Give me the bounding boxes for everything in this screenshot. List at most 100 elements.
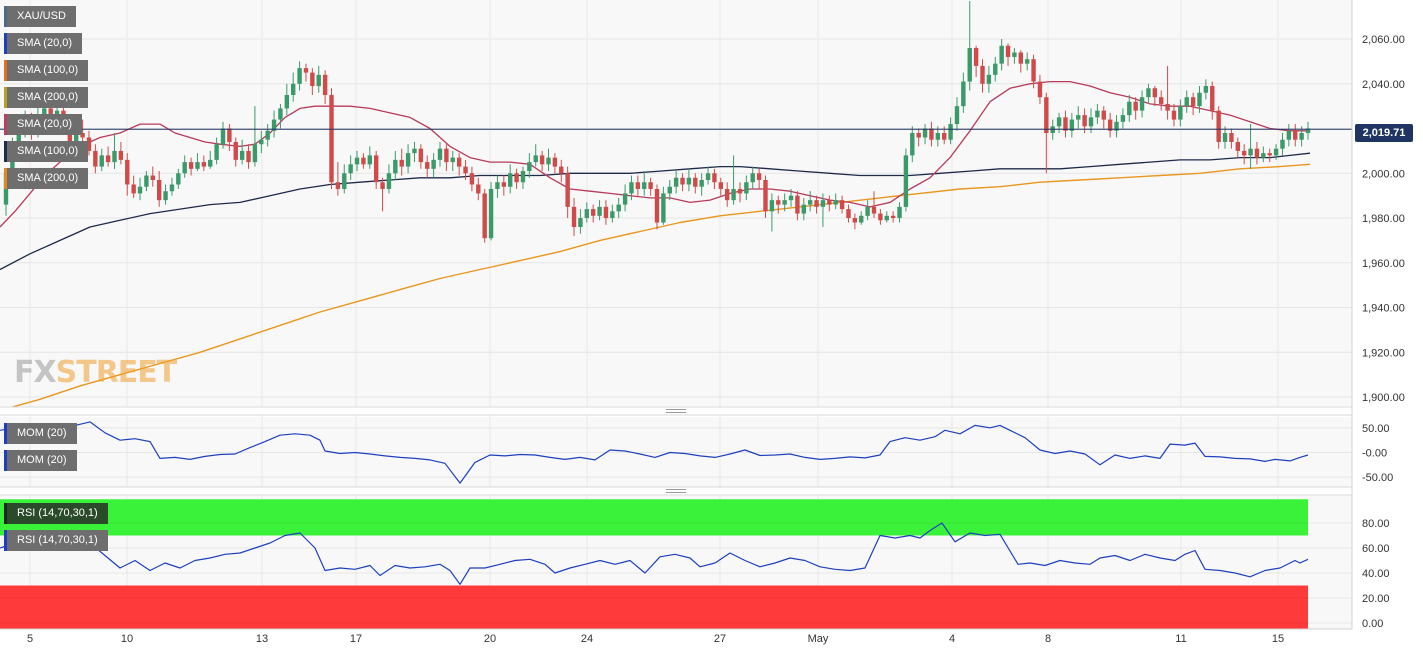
candle-body [865, 206, 870, 216]
candle-body [1012, 52, 1017, 57]
candle-body [195, 162, 200, 169]
candle-body [903, 155, 909, 207]
candle-body [144, 175, 149, 187]
x-tick-label: 24 [581, 633, 593, 645]
legend-rsi-b[interactable]: RSI (14,70,30,1) [4, 530, 108, 551]
candle-body [622, 193, 628, 205]
x-tick-label: 13 [256, 633, 268, 645]
candle-body [559, 166, 564, 174]
candle-body [1069, 119, 1075, 131]
panel-divider [0, 407, 1352, 415]
candle-body [1203, 86, 1209, 93]
candle-body [935, 133, 941, 140]
legend-sma200-b[interactable]: SMA (200,0) [4, 168, 89, 189]
candle-body [1037, 81, 1043, 98]
candle-body [590, 209, 596, 216]
candle-body [1095, 110, 1100, 118]
candle-body [188, 162, 194, 169]
candle-body [635, 182, 641, 189]
candle-body [386, 173, 392, 189]
candle-body [450, 157, 455, 163]
candle-body [539, 155, 545, 165]
candle-body [86, 137, 92, 151]
candle-body [1210, 86, 1215, 111]
candle-body [1190, 97, 1196, 107]
candle-body [833, 200, 838, 205]
legend-sma200-label-b: SMA (200,0) [17, 172, 79, 184]
rsi-overbought-zone [0, 499, 1308, 536]
candle-body [1280, 139, 1285, 149]
candle-body [444, 148, 449, 163]
candle-body [201, 162, 207, 167]
candle-body [112, 150, 117, 163]
legend-sma100-a[interactable]: SMA (100,0) [4, 60, 89, 81]
candle-body [693, 177, 698, 187]
legend-mom-a[interactable]: MOM (20) [4, 423, 77, 444]
x-tick-label: 27 [714, 633, 726, 645]
candle-body [967, 47, 972, 82]
candle-body [156, 180, 162, 201]
candle-body [476, 184, 481, 194]
candle-body [1101, 110, 1106, 120]
candle-body [661, 193, 666, 223]
candle-body [533, 155, 538, 163]
candle-body [1261, 153, 1266, 158]
rsi-y-tick-label: 20.00 [1362, 593, 1390, 605]
candle-body [1241, 150, 1247, 156]
candle-body [954, 106, 960, 125]
candle-body [1222, 133, 1228, 142]
legend-sma20-a[interactable]: SMA (20,0) [4, 33, 83, 54]
candle-body [297, 68, 302, 84]
legend-sma100-b[interactable]: SMA (100,0) [4, 141, 89, 162]
candle-body [322, 74, 328, 95]
candle-body [469, 173, 475, 185]
candle-body [871, 206, 877, 214]
candle-body [980, 65, 985, 84]
candle-body [214, 144, 219, 160]
candle-body [1216, 110, 1221, 142]
candle-body [527, 162, 532, 172]
mom-y-tick-label: -0.00 [1362, 447, 1387, 459]
candle-body [399, 159, 404, 167]
candle-body [973, 47, 979, 66]
candle-body [712, 173, 717, 183]
candle-body [425, 162, 430, 169]
candle-body [1165, 103, 1170, 111]
candle-body [827, 200, 832, 205]
candle-body [1120, 115, 1126, 122]
candle-body [354, 157, 360, 165]
candle-body [93, 150, 98, 167]
legend-symbol[interactable]: XAU/USD [4, 6, 76, 27]
candle-body [750, 173, 755, 183]
candle-body [795, 195, 800, 214]
legend-sma20-b[interactable]: SMA (20,0) [4, 114, 83, 135]
candle-body [776, 200, 781, 205]
candle-body [578, 218, 583, 227]
candle-body [1305, 128, 1311, 134]
candle-body [890, 215, 896, 219]
rsi-y-tick-label: 80.00 [1362, 518, 1390, 530]
y-tick-label: 1,900.00 [1362, 392, 1405, 404]
candle-body [1139, 97, 1145, 111]
candle-body [859, 215, 864, 223]
candle-body [1146, 88, 1151, 98]
candle-body [1114, 121, 1119, 131]
candle-body [705, 173, 711, 181]
candle-body [437, 148, 443, 160]
legend-rsi-a[interactable]: RSI (14,70,30,1) [4, 503, 108, 524]
candle-body [303, 68, 309, 73]
candle-body [565, 173, 570, 207]
rsi-y-tick-label: 60.00 [1362, 543, 1390, 555]
legend-sma20-label-b: SMA (20,0) [17, 118, 73, 130]
candle-body [1018, 52, 1023, 64]
legend-sma20-label: SMA (20,0) [17, 37, 73, 49]
candle-body [756, 173, 762, 181]
candle-body [80, 133, 85, 138]
candle-body [667, 186, 672, 194]
candle-body [820, 200, 826, 207]
legend-sma200-a[interactable]: SMA (200,0) [4, 87, 89, 108]
legend-mom-b[interactable]: MOM (20) [4, 450, 77, 471]
candle-body [520, 171, 526, 183]
candle-body [737, 188, 743, 194]
